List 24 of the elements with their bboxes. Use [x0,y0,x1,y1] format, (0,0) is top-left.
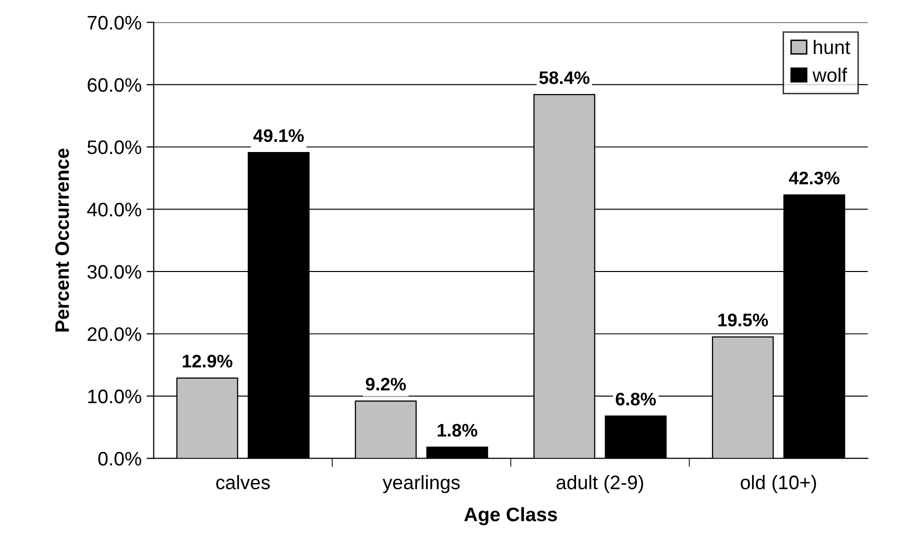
data-label: 58.4% [539,71,590,84]
y-tick-label: 40.0% [87,202,142,216]
x-axis-title: Age Class [464,507,557,526]
y-tick-label: 10.0% [88,390,142,404]
y-axis-title: Percent Occurrence [55,148,70,332]
data-label: 1.8% [438,424,478,437]
legend-label: wolf [812,68,848,82]
data-label: 9.2% [366,378,406,391]
y-tick-label: 30.0% [87,264,142,279]
y-tick-label: 70.0% [88,16,142,30]
data-label: 19.5% [718,314,768,326]
x-tick-label: old (10+) [740,475,816,494]
legend-label: hunt [814,40,850,54]
x-tick-label: yearlings [382,475,460,494]
data-label: 42.3% [788,172,840,184]
y-tick-label: 60.0% [88,78,142,92]
x-tick-label: adult (2-9) [556,475,644,494]
y-tick-label: 20.0% [88,327,142,342]
y-tick-label: 0.0% [98,452,142,466]
data-label: 6.8% [616,392,656,406]
data-label: 49.1% [253,129,304,142]
y-tick-label: 50.0% [88,140,142,154]
data-label: 12.9% [182,354,232,368]
x-tick-label: calves [216,475,270,490]
